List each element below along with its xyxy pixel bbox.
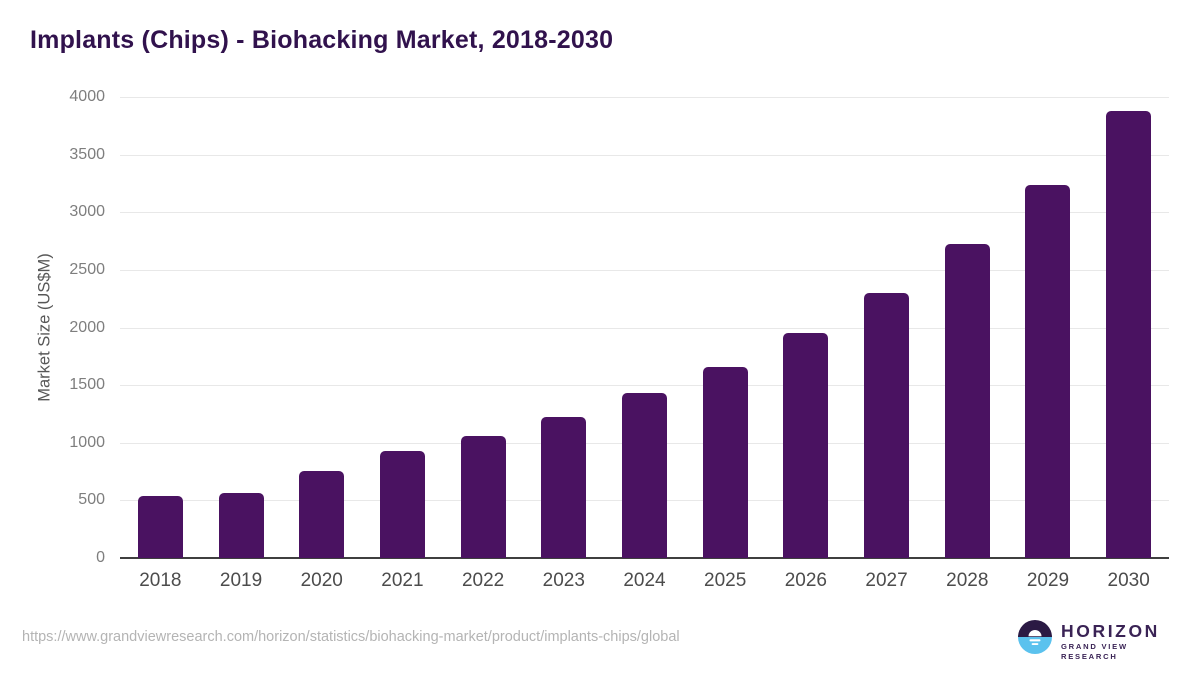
x-tick-label: 2029 [1026, 570, 1070, 591]
horizon-sub-brand-label: GRAND VIEW RESEARCH [1061, 642, 1128, 661]
bar-2025 [702, 366, 748, 558]
y-tick-label: 2000 [69, 318, 105, 336]
x-tick-label: 2024 [623, 570, 666, 591]
bar-2024 [622, 392, 667, 558]
y-gridline [120, 269, 1169, 271]
x-tick-label: 2021 [381, 570, 424, 591]
x-tick-label: 2030 [1107, 570, 1150, 591]
horizon-logo: HORIZON GRAND VIEW RESEARCH [1018, 619, 1178, 662]
bar-2021 [379, 451, 425, 558]
x-tick-label: 2018 [139, 570, 182, 591]
bar-2030 [1106, 111, 1152, 558]
x-tick-label: 2027 [865, 570, 908, 591]
bar-2019 [218, 493, 264, 558]
y-tick-label: 2500 [69, 260, 105, 278]
chart-title: Implants (Chips) - Biohacking Market, 20… [30, 26, 614, 54]
bar-2027 [864, 293, 910, 558]
x-tick-label: 2022 [461, 570, 505, 591]
bar-2028 [944, 243, 990, 558]
x-tick-label: 2025 [704, 570, 747, 591]
y-gridline [120, 385, 1169, 387]
horizon-sunset-icon [1018, 620, 1052, 654]
bar-2018 [137, 496, 183, 558]
y-gridline [120, 154, 1169, 156]
x-tick-label: 2023 [542, 570, 585, 591]
horizon-logo-text: HORIZON GRAND VIEW RESEARCH [1061, 622, 1178, 662]
horizon-brand-label: HORIZON [1061, 621, 1160, 641]
source-url: https://www.grandviewresearch.com/horizo… [22, 629, 680, 645]
bar-2026 [783, 333, 829, 558]
x-tick-label: 2020 [300, 570, 343, 591]
x-axis-line [120, 557, 1169, 559]
y-gridline [120, 97, 1169, 98]
y-tick-label: 4000 [69, 88, 105, 105]
y-tick-label: 1000 [69, 433, 105, 451]
y-gridline [120, 327, 1169, 329]
y-tick-label: 1500 [69, 376, 105, 394]
bar-2023 [541, 416, 587, 558]
bar-2029 [1025, 185, 1071, 558]
y-tick-label: 3000 [69, 203, 105, 221]
x-tick-label: 2019 [219, 570, 263, 591]
bar-2022 [460, 435, 506, 558]
y-tick-label: 3500 [69, 145, 105, 163]
x-tick-label: 2028 [946, 570, 989, 591]
bar-2020 [299, 471, 345, 558]
y-tick-label: 500 [78, 491, 105, 509]
y-gridline [120, 212, 1169, 214]
x-tick-label: 2026 [784, 570, 828, 591]
y-tick-label: 0 [96, 549, 105, 566]
